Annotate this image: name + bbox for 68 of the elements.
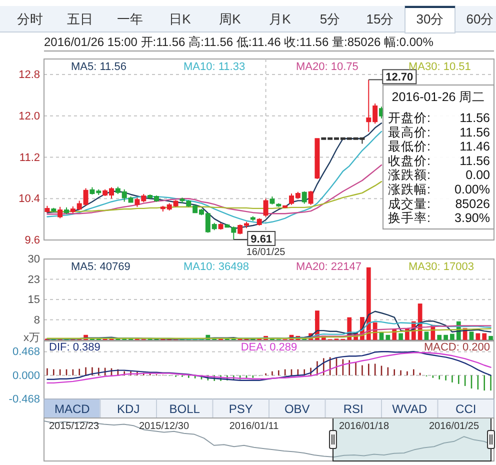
annotation: 涨跌幅: [388,182,430,196]
annotation: 85026 [455,196,490,211]
x-tick-label: 2016/01/18 [338,421,390,432]
text: DEA: 0.289 [240,342,298,354]
x-tick-label: 16/01/25 [246,247,286,258]
x-tick-label: 2016/01/25 [428,421,480,432]
y-tick-label: 30 [28,254,40,266]
text: MA30: 10.51 [408,61,471,73]
y-tick-label: 0.468 [12,346,40,358]
annotation: 涨跌额: [388,168,430,182]
y-tick-label: 23 [28,274,40,286]
text: OBV [284,402,310,416]
chart-title: 2016/01/26 15:00 开:11.56 高:11.56 低:11.46 收:11.56 量:85026 幅:0.00% [44,35,434,49]
text: 一年 [117,12,143,26]
y-tick-label: -0.468 [8,394,40,406]
y-tick-label: 10.4 [18,193,40,206]
text: RSI [343,402,364,416]
annotation: 成交量: [388,196,430,211]
y-tick-label: 12.0 [18,110,40,122]
text: MA30: 17003 [408,261,474,273]
annotation: 11.56 [460,154,490,168]
annotation: 12.70 [386,72,414,84]
y-tick-label: 9.6 [24,234,40,247]
y-tick-label: 8 [34,314,40,326]
annotation: 换手率: [388,210,430,226]
text: MACD [54,402,90,416]
text: 月K [269,12,292,26]
text: CCI [456,402,476,416]
text: WVAD [392,402,428,416]
text: 15分 [366,12,394,26]
text: PSY [228,402,253,416]
text: KDJ [117,402,140,416]
text: BOLL [169,402,200,416]
text: MA5: 40769 [71,261,130,273]
annotation: 0.00 [466,168,490,182]
y-tick-label: 15 [28,294,40,306]
text: 分时 [17,12,43,26]
annotation: 11.56 [460,125,490,140]
text: 周K [219,12,242,26]
annotation: 2016-01-26 周二 [392,90,486,104]
text: MA5: 11.56 [71,61,126,73]
annotation: 收盘价: [388,154,430,168]
text: MA20: 22147 [296,261,362,273]
y-tick-label: 0.000 [12,370,40,382]
annotation: 11.56 [460,111,490,125]
text: MA10: 36498 [184,261,249,273]
y-tick-label: 12.8 [18,69,40,82]
text: MA20: 10.75 [296,61,358,73]
annotation: 最低价: [388,140,430,154]
text: MA10: 11.33 [184,61,246,73]
x-tick-label: 2015/12/23 [48,421,100,432]
text: 日K [169,12,192,26]
text: 五日 [67,12,93,26]
x-tick-label: 2016/01/11 [229,421,280,432]
annotation: 最高价: [388,124,430,140]
annotation: 9.61 [250,233,272,246]
text: 60分 [466,12,494,26]
annotation: 3.90% [454,211,490,226]
annotation: 开盘价: [388,111,430,125]
text: 5分 [320,12,340,26]
y-tick-label: 11.2 [19,152,40,164]
series-label: DIF: 0.389 [49,342,100,354]
annotation: 0.00% [454,182,490,196]
series-label: MACD: 0.200 [424,342,490,354]
text: 30分 [416,12,444,26]
annotation: 11.46 [460,140,490,154]
x-tick-label: 2015/12/30 [138,421,190,432]
y-axis-title: x万 [24,332,40,344]
